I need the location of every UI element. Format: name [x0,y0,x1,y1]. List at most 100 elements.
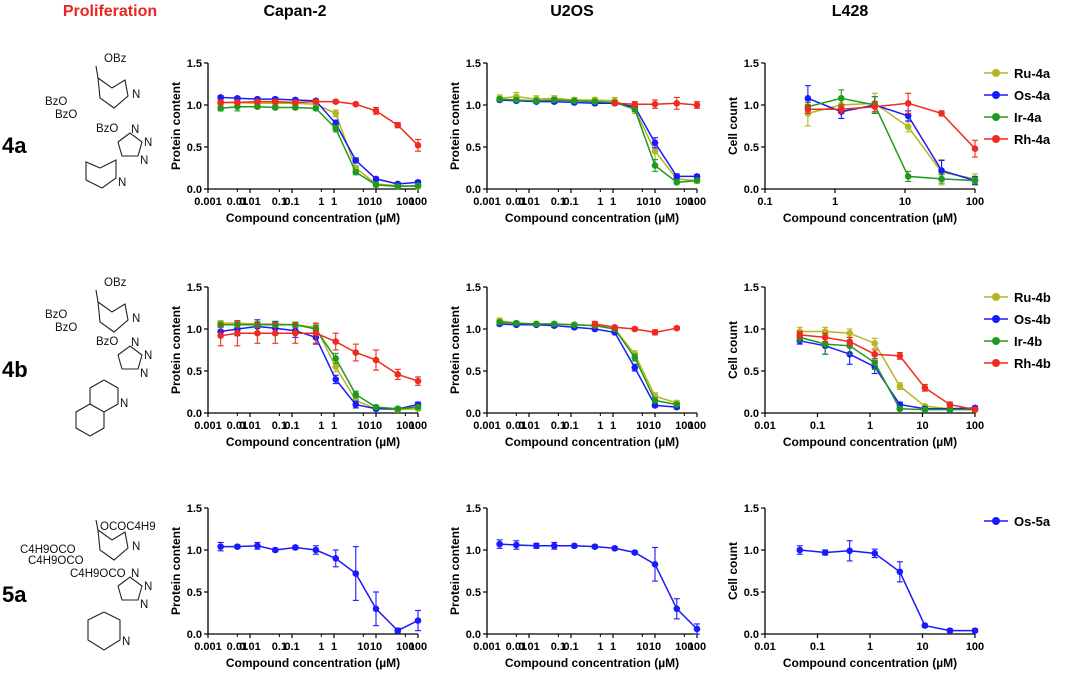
legend-item: Ir-4b [984,334,1042,349]
x-tick-label: 0.1 [810,420,825,432]
triazole-n2-4b: N [140,368,148,380]
data-point [673,605,681,613]
legend-item: Os-4a [984,88,1051,103]
y-tick-label: 0.5 [744,587,759,599]
data-point [217,332,224,340]
x-tick-label: 100 [409,420,427,432]
series-rh [804,92,979,158]
data-point [513,319,520,327]
x-axis-label: Compound concentration (µM) [505,211,679,225]
series-line [220,332,419,382]
series-rh [217,98,422,152]
series-line [807,97,976,182]
legend-5a: Os-5a [984,514,1051,529]
x-minor-tick-label: 0.1 [551,641,566,653]
data-point [631,105,639,113]
series-rh [796,330,979,413]
data-point [254,542,261,550]
data-point [271,104,279,111]
data-point [946,401,954,408]
y-tick-label: 0.5 [744,142,759,154]
series-line [499,98,698,184]
legend-marker [992,113,1000,121]
data-point [292,329,299,337]
data-point [352,157,360,164]
data-point [414,142,422,149]
y-tick-label: 0.0 [466,184,481,196]
series-os [796,336,979,413]
sub-obz-4b: OBz [104,277,127,289]
series-line [799,334,976,411]
data-point [332,125,340,132]
series-ir [217,101,422,190]
triazole-n1-5a: N [144,581,152,593]
data-point [352,570,360,577]
x-tick-label: 0.001 [473,196,501,208]
chart-4a-l428: 0.0 0.5 1.0 1.5 0.1 1 10 100 Compound concentrat… [726,58,984,225]
data-point [651,402,659,409]
y-axis-label: Protein content [448,527,462,615]
series-line [499,321,677,406]
data-point [651,147,659,155]
data-point [292,544,299,551]
x-minor-tick-label: 1 [318,196,324,208]
data-point [217,543,224,550]
legend-item: Ru-4a [984,66,1051,81]
y-axis-label: Protein content [448,82,462,170]
data-point [550,96,558,104]
data-point [821,334,829,341]
chart-4a-u2os: 0.0 0.5 1.0 1.5 0.001 0.01 0.1 1 10 100 0.01 0.1 1 10… [448,58,706,225]
data-point [611,324,619,331]
x-tick-label: 0.1 [284,196,299,208]
series-ir [796,332,979,413]
sub-bzo1-4a: BzO [45,96,67,108]
x-minor-tick-label: 0.1 [551,420,566,432]
data-point [352,168,360,176]
data-point [352,401,360,408]
series-line [499,99,697,178]
sub-bzo2-4a: BzO [55,109,77,121]
series-rh [217,320,422,386]
y-tick-label: 0.5 [466,366,481,378]
x-minor-tick-label: 10 [357,420,369,432]
data-point [414,617,422,624]
data-point [234,543,241,550]
y-tick-label: 1.5 [744,503,759,515]
x-tick-label: 0.001 [194,420,222,432]
data-point [651,329,659,336]
data-point [254,103,261,110]
x-minor-tick-label: 0.01 [506,420,527,432]
data-point [352,349,360,356]
row-label-4a: 4a [2,133,27,158]
data-point [821,340,829,348]
y-axis-label: Cell count [726,97,740,155]
data-point [896,352,904,360]
y-tick-label: 1.0 [466,545,481,557]
legend-marker [992,293,1000,301]
x-minor-tick-label: 0.01 [227,641,248,653]
column-header-capan: Capan-2 [263,3,326,20]
data-point [217,105,224,112]
x-tick-label: 0.001 [194,641,222,653]
legend-label: Ir-4b [1014,334,1042,349]
data-point [971,145,979,152]
x-minor-tick-label: 10 [357,641,369,653]
legend-label: Ir-4a [1014,110,1042,125]
data-point [631,549,639,556]
x-minor-tick-label: 1 [318,641,324,653]
data-point [217,99,224,106]
data-point [513,96,520,104]
x-tick-label: 0.1 [563,196,578,208]
legend-item: Os-4b [984,312,1051,327]
chart-5a-capan: 0.0 0.5 1.0 1.5 0.001 0.01 0.1 1 10 100 0.01 0.1 1 10… [169,503,427,670]
y-tick-label: 1.0 [466,324,481,336]
data-point [796,546,804,554]
data-point [938,167,945,174]
x-minor-tick-label: 1 [597,196,603,208]
y-tick-label: 0.0 [466,629,481,641]
x-tick-label: 10 [649,420,661,432]
y-tick-label: 1.5 [466,503,481,515]
x-tick-label: 1 [610,420,616,432]
data-point [394,405,402,413]
